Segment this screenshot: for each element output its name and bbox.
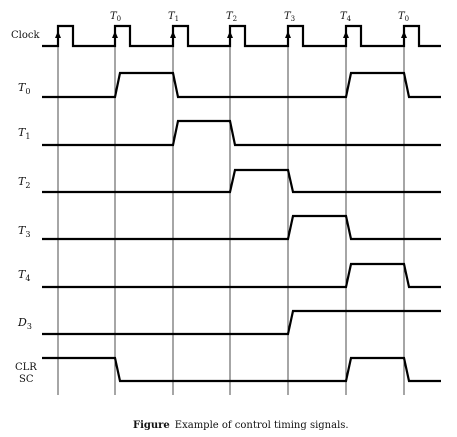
signal-label-sub: 4 (25, 274, 30, 283)
signal-label-sub: 3 (27, 322, 32, 331)
signal-label-sub: 3 (25, 230, 30, 239)
waveform-t1 (42, 119, 441, 147)
clock-edge-arrow-2 (170, 31, 176, 38)
clock-edge-label-sub: 0 (405, 15, 409, 23)
clock-edge-label-sub: 0 (117, 15, 121, 23)
clock-edge-label-t1: T1 (168, 11, 179, 23)
signal-label-sub: 1 (25, 132, 30, 141)
waveform-t4 (42, 262, 441, 289)
waveform-clr-sc (42, 356, 441, 383)
clock-edge-label-sub: 1 (175, 15, 179, 23)
clock-edge-label-t2: T2 (226, 11, 237, 23)
clock-edge-label-main: T (168, 11, 176, 22)
signal-label-t3: T3 (18, 224, 30, 239)
signal-label-t2: T2 (18, 175, 30, 190)
signal-label-main: T (18, 268, 27, 281)
clock-edge-gridlines (57, 42, 405, 395)
waveform-t0 (42, 71, 441, 99)
clock-edge-label-main: T (284, 11, 292, 22)
clock-edge-arrow-5 (343, 31, 349, 38)
signal-label-main: D (17, 316, 27, 329)
clock-edge-label-t3: T3 (284, 11, 295, 23)
signal-label-main: T (18, 81, 27, 94)
signal-label-t4: T4 (18, 268, 30, 283)
clock-edge-label-main: T (340, 11, 348, 22)
clock-edge-arrow-6 (401, 31, 407, 38)
signal-label-sub: 2 (25, 181, 30, 190)
clock-label: Clock (11, 30, 40, 41)
clock-edge-label-sub: 4 (347, 15, 352, 23)
signal-label-sub: 0 (25, 87, 30, 96)
signal-label-d3: D3 (17, 316, 32, 331)
signal-label-main: T (18, 224, 27, 237)
clock-edge-arrows (55, 31, 407, 38)
clock-waveform (42, 24, 441, 48)
signal-label-sc: SC (19, 374, 34, 385)
clock-edge-label-sub: 3 (291, 15, 295, 23)
signal-label-main: T (18, 126, 27, 139)
clock-edge-label-t4: T4 (340, 11, 352, 23)
clock-edge-arrow-4 (285, 31, 291, 38)
clock-edge-label-main: T (110, 11, 118, 22)
clock-edge-label-t0: T0 (110, 11, 121, 23)
clock-edge-label-main: T (398, 11, 406, 22)
waveform-d3 (42, 309, 441, 336)
figure-caption: Figure Example of control timing signals. (133, 420, 349, 431)
signal-label-t1: T1 (18, 126, 30, 141)
clock-edge-arrow-1 (112, 31, 118, 38)
clock-edge-arrow-3 (227, 31, 233, 38)
caption-text: Example of control timing signals. (175, 420, 349, 431)
signal-label-clr: CLR (15, 362, 37, 373)
signal-label-t0: T0 (18, 81, 30, 96)
signal-label-main: T (18, 175, 27, 188)
clock-edge-label-t0-next: T0 (398, 11, 409, 23)
clock-edge-arrow-0 (55, 31, 61, 38)
caption-bold: Figure (133, 420, 170, 431)
waveform-t2 (42, 168, 441, 194)
clock-edge-label-main: T (226, 11, 234, 22)
clock-edge-label-sub: 2 (233, 15, 237, 23)
waveform-t3 (42, 214, 441, 241)
